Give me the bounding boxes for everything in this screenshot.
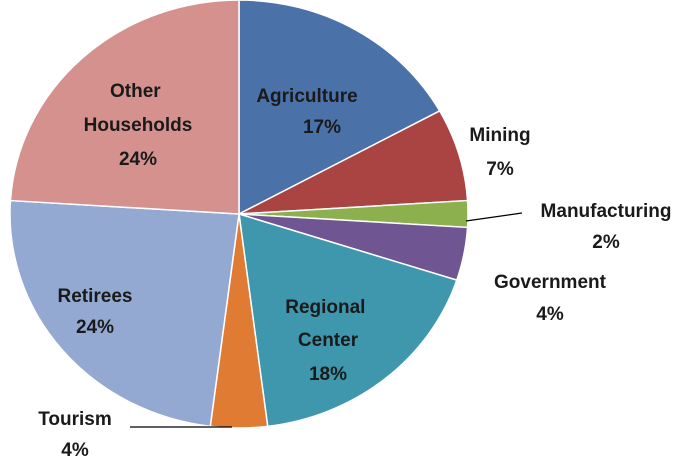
slice-label: Agriculture <box>256 86 357 107</box>
slice-label-line: Regional <box>285 297 371 318</box>
slice-value-label: 7% <box>486 159 514 180</box>
slice-value-label: 4% <box>61 440 89 459</box>
pie-slice <box>238 0 441 216</box>
slice-label: Mining <box>469 125 530 146</box>
slice-value-label: 4% <box>536 304 564 325</box>
slice-label: Regional Center <box>285 297 371 351</box>
slice-value-label: 24% <box>76 317 114 338</box>
slice-value-label: 18% <box>309 364 347 385</box>
slice-label: Manufacturing <box>541 201 672 222</box>
pie-slice <box>9 199 240 428</box>
pie-slice <box>238 212 458 428</box>
slice-label: Tourism <box>38 409 112 430</box>
slice-label: Other Households <box>84 81 193 136</box>
slice-label: Government <box>494 272 607 293</box>
leader-line <box>465 212 523 222</box>
slice-label-line: Other <box>110 81 166 102</box>
pie-slice <box>9 0 240 215</box>
slice-label-line: Center <box>298 330 359 351</box>
slice-value-label: 17% <box>303 117 341 138</box>
slice-label-line: Households <box>84 115 193 136</box>
slice-value-label: 2% <box>592 232 620 253</box>
slice-value-label: 24% <box>119 149 157 170</box>
slice-label: Retirees <box>58 286 133 307</box>
